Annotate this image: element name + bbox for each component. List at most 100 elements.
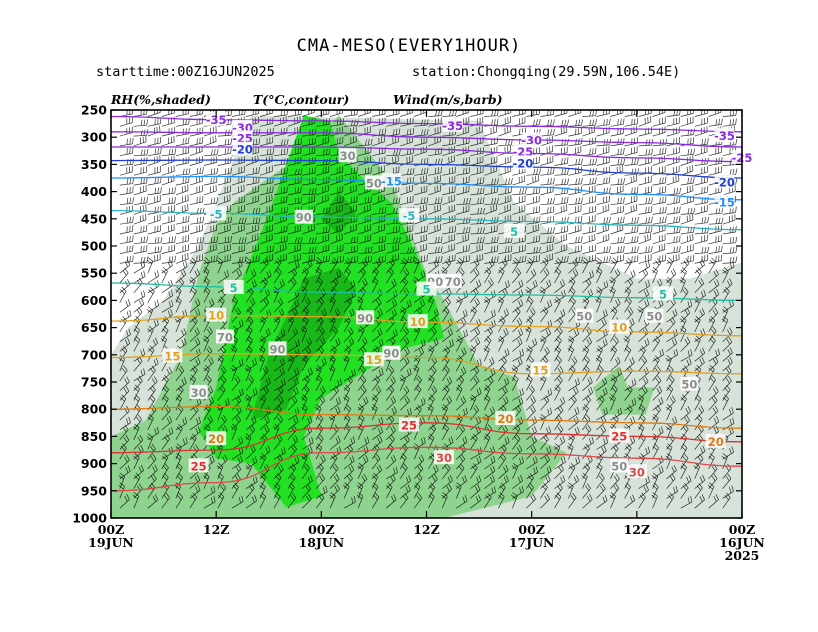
wind-barb <box>722 138 738 147</box>
wind-barb <box>147 186 162 196</box>
wind-barb <box>666 308 678 323</box>
wind-barb <box>357 224 371 235</box>
wind-barb <box>484 278 494 294</box>
wind-barb <box>694 246 710 254</box>
wind-barb <box>202 335 210 352</box>
wind-barb <box>287 156 302 166</box>
wind-barb <box>147 147 162 157</box>
wind-barb <box>302 237 317 245</box>
wind-barb <box>119 365 128 382</box>
rh-label-bg <box>189 384 208 399</box>
wind-barb <box>512 127 527 137</box>
isotherm-20 <box>111 405 742 429</box>
wind-barb <box>343 436 356 450</box>
rh-label-bg <box>645 308 664 323</box>
wind-barb <box>484 357 495 372</box>
wind-barb <box>540 119 555 127</box>
wind-barb <box>287 268 298 284</box>
wind-barb <box>666 375 675 391</box>
wind-barb <box>357 325 365 342</box>
wind-barb <box>568 356 578 372</box>
wind-barb <box>610 216 625 225</box>
wind-barb <box>259 214 273 225</box>
wind-barb <box>427 296 434 313</box>
wind-barb <box>245 185 259 196</box>
wind-barb <box>540 335 547 352</box>
wind-barb <box>722 278 733 294</box>
wind-barb <box>498 204 511 215</box>
wind-barb <box>553 443 561 460</box>
wind-barb <box>400 136 414 147</box>
wind-barb <box>498 385 508 401</box>
wind-barb <box>610 127 625 137</box>
wind-barb <box>610 137 625 147</box>
wind-barb <box>498 245 513 254</box>
wind-barb <box>343 257 352 274</box>
contour-label: 15 <box>532 364 548 378</box>
wind-barb <box>343 482 350 499</box>
wind-barb <box>582 443 590 460</box>
wind-barb <box>637 394 644 411</box>
wind-barb <box>526 195 540 206</box>
wind-barb <box>273 225 288 235</box>
wind-barb <box>203 125 217 137</box>
wind-barb <box>596 118 611 127</box>
wind-barb <box>161 214 175 225</box>
wind-barb <box>344 166 358 176</box>
wind-barb <box>385 279 397 294</box>
station-label: station:Chongqing(29.59N,106.54E) <box>412 64 681 80</box>
wind-barb <box>638 268 649 284</box>
wind-barb <box>652 385 663 401</box>
wind-barb <box>680 176 695 186</box>
wind-barb <box>540 306 549 323</box>
wind-barb <box>484 256 499 264</box>
wind-barb <box>498 177 513 186</box>
wind-barb <box>708 326 717 342</box>
wind-barb <box>540 235 555 245</box>
contour-label-bg <box>232 141 253 156</box>
wind-barb <box>526 257 534 274</box>
wind-barb <box>245 375 255 391</box>
y-tick-label: 250 <box>81 103 107 118</box>
wind-barb <box>133 325 140 342</box>
contour-label: 25 <box>191 459 207 473</box>
wind-barb <box>428 223 441 235</box>
wind-barb <box>300 325 308 342</box>
isotherm-minus20 <box>111 159 742 179</box>
wind-barb <box>301 355 309 372</box>
wind-barb <box>512 267 522 284</box>
wind-barb <box>666 136 680 147</box>
wind-barb <box>147 110 161 117</box>
wind-barb <box>470 253 484 264</box>
wind-barb <box>652 443 660 460</box>
wind-barb <box>540 128 555 137</box>
wind-barb <box>568 186 582 196</box>
wind-barb <box>512 204 526 215</box>
wind-barb <box>722 406 734 421</box>
wind-barb <box>694 166 708 176</box>
wind-barb <box>273 127 288 137</box>
wind-barb <box>259 385 269 401</box>
wind-barb <box>316 255 330 264</box>
wind-barb <box>161 259 173 274</box>
wind-barb <box>414 203 427 215</box>
wind-barb <box>371 327 383 342</box>
wind-barb <box>244 257 252 274</box>
wind-barb <box>133 119 149 127</box>
wind-barb <box>652 117 666 127</box>
wind-barb <box>638 225 653 235</box>
wind-barb <box>245 255 260 264</box>
wind-barb <box>189 348 201 362</box>
wind-barb <box>329 473 340 489</box>
wind-barb <box>595 355 603 372</box>
wind-barb <box>680 155 694 166</box>
wind-barb <box>498 474 509 489</box>
wind-barb <box>133 290 146 303</box>
wind-barb <box>372 235 387 245</box>
wind-barb <box>301 475 313 489</box>
wind-barb <box>596 494 608 509</box>
wind-barb <box>666 337 678 352</box>
wind-barb <box>526 174 539 186</box>
wind-barb <box>722 473 732 489</box>
wind-barb <box>147 125 161 137</box>
